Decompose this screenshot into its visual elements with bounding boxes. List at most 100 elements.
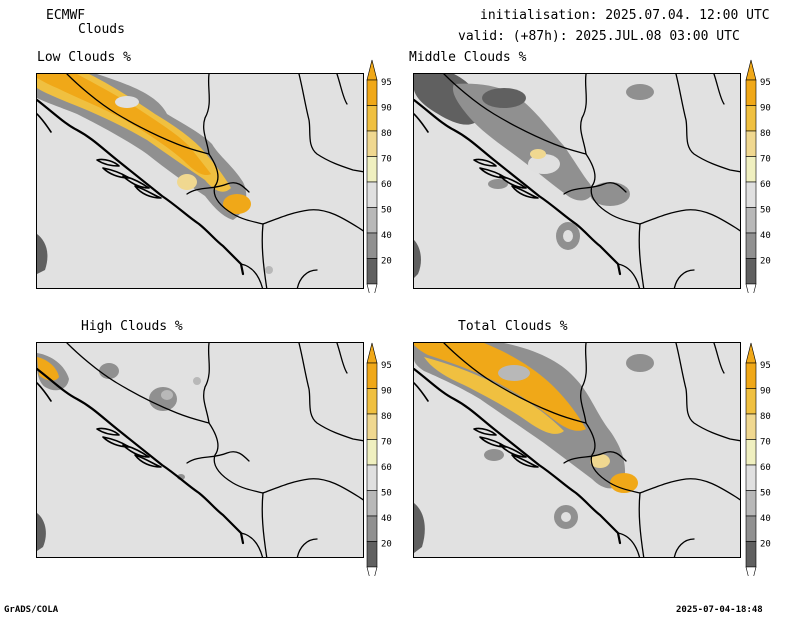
island <box>122 175 150 189</box>
cloud-field <box>414 503 425 553</box>
colorbar-total: 95 90 80 70 60 50 40 20 <box>745 342 771 576</box>
cloud-field <box>528 154 560 174</box>
colorbar-label: 40 <box>381 514 392 524</box>
map-low-clouds <box>36 73 364 289</box>
colorbar-swatch <box>745 130 757 157</box>
colorbar-label: 70 <box>381 438 392 448</box>
colorbar-label: 40 <box>760 231 771 241</box>
country-border <box>66 74 210 155</box>
colorbar-swatch <box>745 388 757 415</box>
colorbar-label: 90 <box>381 104 392 114</box>
cloud-field <box>37 234 48 274</box>
cloud-field <box>626 354 654 372</box>
cloud-field <box>488 179 508 189</box>
country-border <box>638 492 645 557</box>
island <box>511 185 539 199</box>
cloud-field <box>37 74 211 176</box>
country-border <box>298 343 363 442</box>
colorbar-label: 50 <box>381 489 392 499</box>
country-border <box>186 182 250 195</box>
colorbar-label: 20 <box>381 540 392 550</box>
country-border <box>673 269 695 288</box>
colorbar-top-arrow <box>745 59 757 81</box>
colorbar-top-arrow <box>366 59 378 81</box>
country-border <box>713 74 725 105</box>
cloud-field <box>590 454 610 468</box>
colorbar-swatch <box>745 181 757 208</box>
cloud-field <box>530 149 546 159</box>
colorbar-label: 20 <box>760 540 771 550</box>
country-border <box>563 451 627 464</box>
colorbar-label: 95 <box>760 361 771 371</box>
colorbar-swatch <box>745 515 757 542</box>
colorbar-label: 90 <box>760 387 771 397</box>
colorbar-swatch <box>745 232 757 259</box>
island <box>499 175 527 189</box>
colorbar-low: 95 90 80 70 60 50 40 20 <box>366 59 392 293</box>
colorbar-label: 60 <box>381 180 392 190</box>
colorbar-swatch <box>366 258 378 285</box>
cloud-field <box>482 88 526 108</box>
cloud-field <box>193 377 201 385</box>
map-borders <box>37 74 363 288</box>
variable-name: Clouds <box>78 22 125 37</box>
cloud-field <box>177 174 197 190</box>
country-border <box>208 153 264 225</box>
country-border <box>261 223 268 288</box>
colorbar-bottom-arrow <box>366 566 378 576</box>
colorbar-swatch <box>366 439 378 466</box>
colorbar-bottom-arrow <box>745 283 757 293</box>
country-border <box>639 209 740 232</box>
colorbar-high: 95 90 80 70 60 50 40 20 <box>366 342 392 576</box>
island <box>134 454 162 468</box>
colorbar-top-arrow <box>366 342 378 364</box>
valid-time: valid: (+87h): 2025.JUL.08 03:00 UTC <box>458 29 740 44</box>
init-time: initialisation: 2025.07.04. 12:00 UTC <box>480 8 770 23</box>
colorbar-swatch <box>366 79 378 106</box>
colorbar-swatch <box>745 79 757 106</box>
country-border <box>186 451 250 464</box>
country-border <box>240 263 264 288</box>
map-borders <box>37 343 363 557</box>
country-border <box>585 153 641 225</box>
country-border <box>298 74 363 173</box>
colorbar-top-arrow <box>745 342 757 364</box>
coastline <box>414 98 622 276</box>
colorbar-label: 50 <box>381 206 392 216</box>
cloud-field <box>561 512 571 522</box>
panel-title-total: Total Clouds % <box>458 319 568 334</box>
map-middle-clouds <box>413 73 741 289</box>
country-border <box>208 422 264 494</box>
footer-software: GrADS/COLA <box>4 605 59 615</box>
country-border <box>638 223 645 288</box>
colorbar-middle: 95 90 80 70 60 50 40 20 <box>745 59 771 293</box>
colorbar-label: 20 <box>760 257 771 267</box>
country-border <box>203 343 210 424</box>
colorbar-label: 80 <box>381 412 392 422</box>
panel-title-middle: Middle Clouds % <box>409 50 527 65</box>
cloud-field <box>37 74 231 192</box>
colorbar-swatch <box>745 541 757 568</box>
map-high-clouds <box>36 342 364 558</box>
footer-timestamp: 2025-07-04-18:48 <box>676 605 763 615</box>
island <box>122 444 150 458</box>
colorbar-swatch <box>366 207 378 234</box>
colorbar-swatch <box>745 464 757 491</box>
colorbar-label: 60 <box>760 180 771 190</box>
coastline <box>414 113 429 133</box>
country-border <box>617 263 641 288</box>
colorbar-bottom-arrow <box>745 566 757 576</box>
colorbar-swatch <box>745 362 757 389</box>
country-border <box>639 478 740 501</box>
colorbar-label: 80 <box>760 129 771 139</box>
country-border <box>336 74 348 105</box>
colorbar-label: 50 <box>760 206 771 216</box>
country-border <box>240 532 264 557</box>
coastline <box>37 367 245 545</box>
cloud-field <box>610 473 638 493</box>
colorbar-swatch <box>745 156 757 183</box>
cloud-field <box>37 513 46 551</box>
coastline <box>37 113 52 133</box>
country-border <box>261 492 268 557</box>
island <box>499 444 527 458</box>
